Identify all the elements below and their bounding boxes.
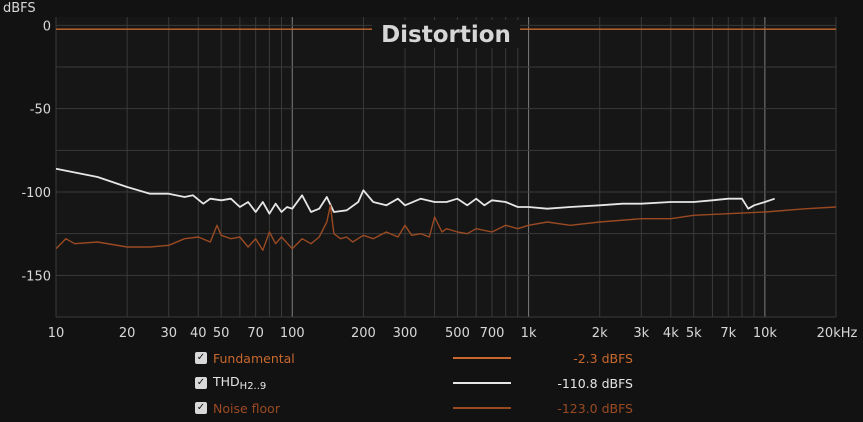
legend-row-fundamental: ✓ Fundamental -2.3 dBFS: [195, 348, 655, 368]
x-tick-label: 10k: [753, 326, 778, 340]
thd-label-main: THD: [213, 374, 240, 389]
thd-label: THDH2..9: [213, 374, 453, 392]
legend-row-thd: ✓ THDH2..9 -110.8 dBFS: [195, 373, 655, 393]
noise-floor-checkbox[interactable]: ✓: [195, 402, 207, 414]
x-tick-label: 200: [351, 326, 376, 340]
x-tick-label: 5k: [686, 326, 702, 340]
y-tick-label: -50: [30, 103, 51, 118]
noise-floor-swatch: [453, 407, 511, 409]
x-tick-label: 300: [393, 326, 418, 340]
fundamental-label: Fundamental: [213, 350, 295, 366]
noise-floor-value: -123.0 dBFS: [557, 400, 633, 416]
x-tick-label: 50: [213, 326, 230, 340]
chart-title: Distortion: [381, 22, 511, 48]
x-tick-label: 7k: [720, 326, 736, 340]
thd-value: -110.8 dBFS: [557, 375, 633, 391]
x-tick-label: 500: [445, 326, 470, 340]
thd-checkbox[interactable]: ✓: [195, 377, 207, 389]
x-tick-label: 20kHz: [817, 326, 858, 340]
x-tick-label: 20: [119, 326, 136, 340]
x-tick-label: 4k: [663, 326, 679, 340]
x-tick-label: 1k: [521, 326, 537, 340]
fundamental-checkbox[interactable]: ✓: [195, 352, 207, 364]
x-tick-label: 10: [48, 326, 65, 340]
x-tick-label: 100: [280, 326, 305, 340]
fundamental-value: -2.3 dBFS: [573, 350, 633, 366]
legend-row-noise-floor: ✓ Noise floor -123.0 dBFS: [195, 398, 655, 418]
fundamental-swatch: [453, 357, 511, 359]
y-tick-label: -150: [21, 269, 51, 284]
y-tick-label: 0: [43, 19, 51, 34]
thd-line: [55, 167, 775, 215]
thd-swatch: [453, 382, 511, 384]
x-tick-label: 700: [480, 326, 505, 340]
distortion-chart: 10 20 30 40 50 70 100 200 300 500 700 1k 2k 3k 4k 5k 7k 1…: [3, 1, 858, 340]
x-tick-label: 70: [247, 326, 264, 340]
noise-floor-label: Noise floor: [213, 400, 280, 416]
title-backdrop: [372, 20, 520, 48]
thd-label-sub: H2..9: [239, 381, 267, 392]
x-tick-label: 2k: [592, 326, 608, 340]
noise-floor-line: [55, 204, 837, 251]
y-axis-label: dBFS: [3, 1, 36, 16]
x-tick-label: 3k: [633, 326, 649, 340]
plot-area: [56, 17, 836, 317]
x-tick-label: 30: [160, 326, 177, 340]
y-tick-label: -100: [21, 186, 51, 201]
x-tick-label: 40: [190, 326, 207, 340]
